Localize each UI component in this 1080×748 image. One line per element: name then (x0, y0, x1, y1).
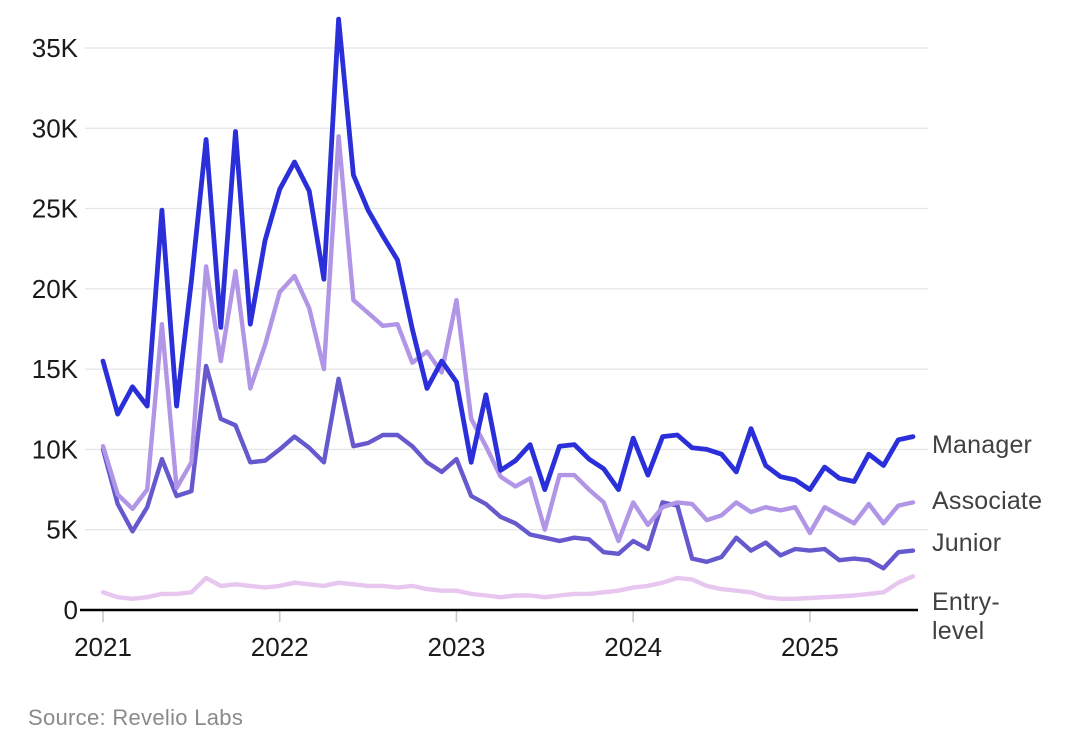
series-line-associate (100, 134, 916, 544)
series-label-associate: Associate (932, 487, 1043, 515)
series-label-manager: Manager (932, 431, 1033, 459)
x-axis-tick-label: 2024 (604, 632, 662, 662)
x-axis-tick-label: 2023 (428, 632, 486, 662)
series-line-junior (100, 363, 916, 571)
series-line-entry-level (100, 574, 916, 601)
y-axis-tick-label: 0 (64, 595, 78, 625)
y-axis-tick-label: 30K (32, 113, 79, 143)
y-axis-tick-label: 25K (32, 194, 79, 224)
y-axis-tick-label: 10K (32, 434, 79, 464)
y-axis-tick-label: 35K (32, 33, 79, 63)
x-axis-tick-label: 2022 (251, 632, 309, 662)
series-label-junior: Junior (932, 529, 1002, 557)
x-axis-tick-label: 2025 (781, 632, 839, 662)
source-note: Source: Revelio Labs (28, 705, 244, 730)
series-label-entry-level: Entry-level (932, 588, 1000, 645)
y-axis-tick-label: 15K (32, 354, 79, 384)
y-axis-tick-label: 5K (46, 515, 78, 545)
x-axis-tick-label: 2021 (74, 632, 132, 662)
y-axis-tick-label: 20K (32, 274, 79, 304)
series-line-manager (100, 16, 916, 493)
